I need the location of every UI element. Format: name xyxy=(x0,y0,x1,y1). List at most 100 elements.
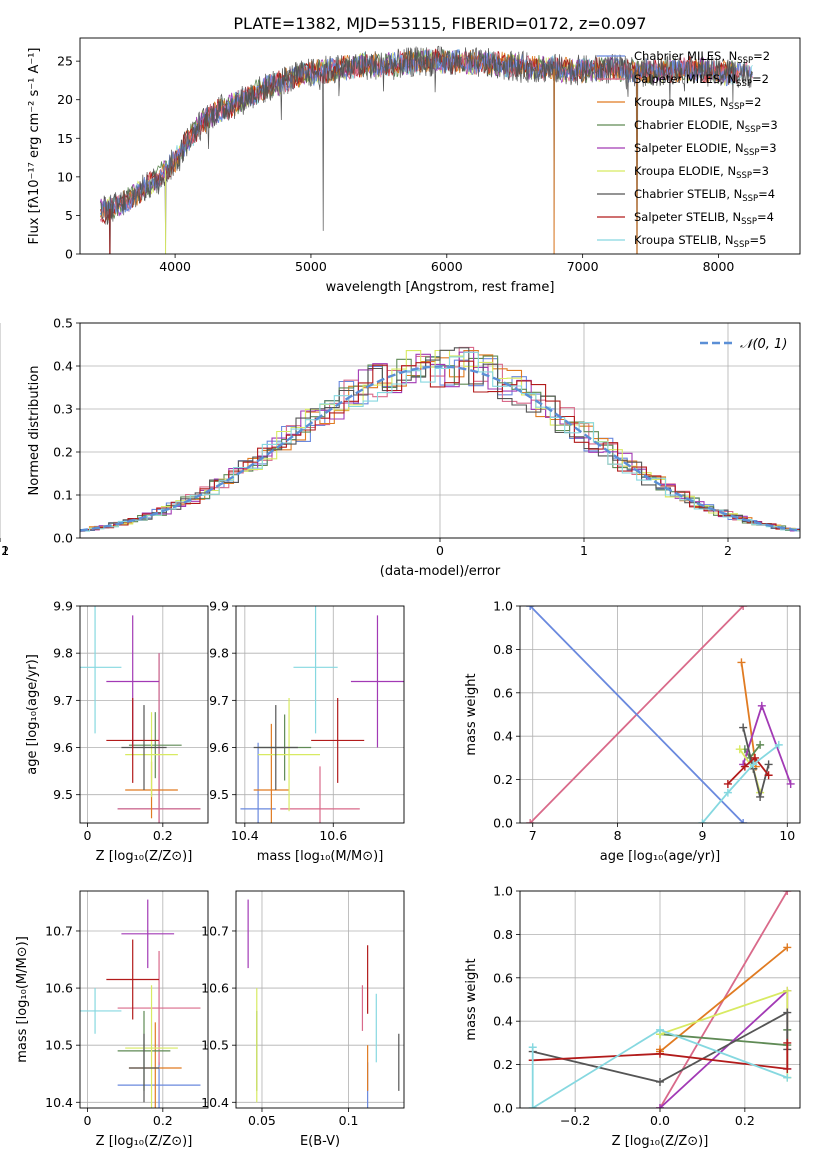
x-tick-label: 10 xyxy=(779,828,795,843)
x-axis-label: age [log₁₀(age/yr)] xyxy=(600,849,721,864)
y-tick-label: 10.4 xyxy=(201,1095,229,1110)
weight-marker xyxy=(774,740,783,749)
plot-area xyxy=(80,899,201,1108)
weight-marker xyxy=(656,1049,664,1058)
x-tick-label: 10.4 xyxy=(231,828,259,843)
y-axis-label: Flux [fλ10⁻¹⁷ erg cm⁻² s⁻¹ A⁻¹] xyxy=(27,48,42,245)
weight-line xyxy=(740,662,757,767)
legend-entry: Salpeter MILES, NSSP=2 xyxy=(634,72,769,89)
weight-marker xyxy=(528,1043,537,1052)
weight-marker xyxy=(749,760,758,769)
page-title: PLATE=1382, MJD=53115, FIBERID=0172, z=0… xyxy=(233,14,646,33)
weight-marker xyxy=(526,606,535,610)
axes-frame xyxy=(79,322,801,539)
x-tick-label: 0.05 xyxy=(248,1113,276,1128)
axes-frame xyxy=(235,605,405,824)
plot-area xyxy=(526,606,795,823)
y-tick-label: 0.6 xyxy=(493,970,513,985)
errorbar-point xyxy=(311,697,365,783)
x-tick-label: −0.2 xyxy=(560,1113,590,1128)
weight-marker xyxy=(764,760,773,769)
x-axis-label: (data-model)/error xyxy=(380,564,501,579)
x-tick-label: 0.2 xyxy=(153,1113,173,1128)
y-tick-label: 0.8 xyxy=(493,642,513,657)
errorbar-point xyxy=(117,653,201,823)
weight-marker xyxy=(698,819,707,823)
weight-marker xyxy=(783,943,792,952)
weight-line xyxy=(742,727,770,798)
plot-area xyxy=(528,891,792,1108)
y-tick-label: 10.7 xyxy=(201,923,229,938)
y-tick-label: 9.9 xyxy=(53,599,73,614)
plot-area xyxy=(240,606,404,823)
weight-marker xyxy=(764,771,773,780)
y-tick-label: 0.8 xyxy=(493,927,513,942)
y-tick-label: 0.0 xyxy=(493,1101,513,1116)
y-tick-label: 10.5 xyxy=(45,1038,73,1053)
errorbar-point xyxy=(106,697,160,783)
x-tick-label: 10.6 xyxy=(319,828,347,843)
histogram-series xyxy=(80,351,800,532)
y-tick-label: 9.6 xyxy=(209,740,229,755)
axes-frame xyxy=(519,605,801,824)
axes-frame xyxy=(519,890,801,1109)
x-axis-label: Z [log₁₀(Z/Z⊙)] xyxy=(96,1134,193,1149)
x-tick-label: 5000 xyxy=(295,259,327,274)
y-tick-label: 9.9 xyxy=(209,599,229,614)
y-axis-label: mass weight xyxy=(464,958,479,1040)
legend-entry: Salpeter STELIB, NSSP=4 xyxy=(634,210,774,227)
legend-entry: Chabrier MILES, NSSP=2 xyxy=(634,49,770,66)
x-tick-label: 8 xyxy=(614,828,622,843)
x-axis-label: wavelength [Angstrom, rest frame] xyxy=(326,280,555,295)
y-tick-label: 0.0 xyxy=(493,816,513,831)
x-tick-label: 0 xyxy=(436,543,444,558)
y-axis-label: age [log₁₀(age/yr)] xyxy=(25,654,40,775)
plot-layer: 4000 5000 6000 7000 80000510152025wavelength… xyxy=(0,37,801,1149)
legend-entry: 𝒩(0, 1) xyxy=(740,337,787,352)
chart-age-vs-Z: 0 0.2 9.5 9.6 9.7 9.8 9.9 Z [log₁₀(Z/Z⊙)] age [l… xyxy=(25,599,209,864)
weight-marker xyxy=(756,740,765,749)
plot-area xyxy=(80,346,800,533)
y-tick-label: 10 xyxy=(57,169,73,184)
legend-entry: Kroupa ELODIE, NSSP=3 xyxy=(634,164,769,181)
y-tick-label: 0.2 xyxy=(493,1057,513,1072)
histogram-series xyxy=(80,360,800,531)
errorbar-point xyxy=(80,606,122,734)
y-tick-label: 10.6 xyxy=(45,981,73,996)
axes-frame xyxy=(79,605,209,824)
y-tick-label: 0.4 xyxy=(493,1014,513,1029)
weight-marker xyxy=(528,1104,537,1108)
weight-marker xyxy=(735,745,744,754)
errorbar-point xyxy=(280,766,360,823)
errorbar-point xyxy=(121,899,175,969)
chart-residuals: −2−1 0 1 2 0.0 0.1 0.2 0.3 0.4 0.5 (data-model)/er… xyxy=(0,316,801,579)
y-tick-label: 15 xyxy=(57,131,73,146)
chart-mass-vs-Z: 0 0.2 10.4 10.5 10.6 10.7 Z [log₁₀(Z/Z⊙)] mass … xyxy=(15,890,209,1149)
y-tick-label: 0 xyxy=(65,247,73,262)
x-tick-label: 7 xyxy=(529,828,537,843)
x-tick-label: 0.1 xyxy=(339,1113,359,1128)
y-tick-label: 1.0 xyxy=(493,884,513,899)
weight-marker xyxy=(740,762,749,771)
x-axis-label: E(B-V) xyxy=(300,1134,340,1149)
weight-marker xyxy=(739,723,748,732)
y-tick-label: 25 xyxy=(57,54,73,69)
y-tick-label: 0.2 xyxy=(53,445,73,460)
errorbar-point xyxy=(106,939,160,1020)
y-tick-label: 0.0 xyxy=(53,531,73,546)
weight-line xyxy=(659,988,789,1108)
weight-line xyxy=(531,1028,788,1108)
weight-marker xyxy=(783,1038,792,1047)
weight-marker xyxy=(783,1073,792,1082)
y-axis-label: mass weight xyxy=(464,673,479,755)
x-tick-label: 7000 xyxy=(567,259,599,274)
x-tick-label: 8000 xyxy=(703,259,735,274)
y-tick-label: 10.6 xyxy=(201,981,229,996)
weight-marker xyxy=(739,606,748,610)
weight-marker xyxy=(756,792,765,801)
errorbar-point xyxy=(240,742,276,823)
errorbar-point xyxy=(117,1062,201,1108)
weight-marker xyxy=(723,779,732,788)
legend: Chabrier MILES, NSSP=2 Salpeter MILES, NS… xyxy=(597,49,778,250)
errorbar-point xyxy=(293,606,338,734)
